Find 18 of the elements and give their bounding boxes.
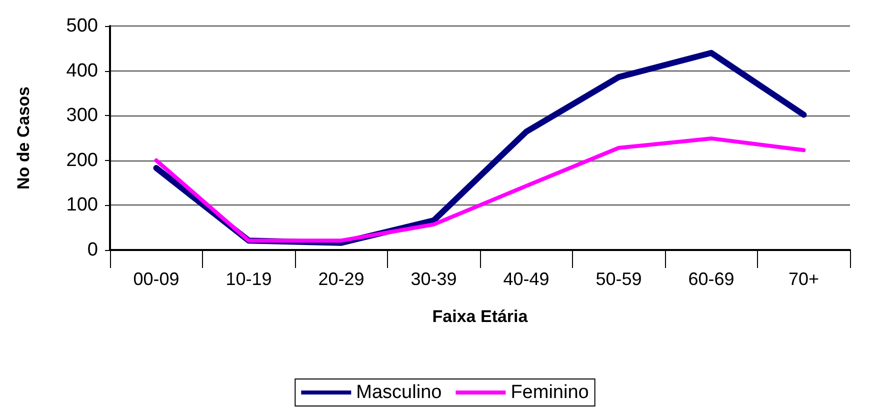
y-tick-label: 100 <box>66 194 98 216</box>
y-tick-label: 300 <box>66 105 98 126</box>
x-tick-label: 20-29 <box>318 269 364 289</box>
x-tick-label: 50-59 <box>596 269 642 289</box>
x-tick-label: 70+ <box>788 269 820 289</box>
y-tick-label: 400 <box>66 60 98 82</box>
x-tick-label: 10-19 <box>226 269 272 289</box>
x-tick-label: 00-09 <box>133 269 180 289</box>
y-tick-label: 200 <box>66 150 98 171</box>
x-axis-title: Faixa Etária <box>432 307 528 326</box>
y-axis-title: No de Casos <box>14 86 33 190</box>
legend-label: Feminino <box>510 382 589 403</box>
legend-label: Masculino <box>356 382 442 403</box>
x-tick-label: 40-49 <box>503 269 550 289</box>
y-tick-label: 500 <box>66 16 98 36</box>
x-tick-label: 60-69 <box>688 269 734 289</box>
y-tick-label: 0 <box>87 240 98 260</box>
x-tick-label: 30-39 <box>410 269 457 289</box>
